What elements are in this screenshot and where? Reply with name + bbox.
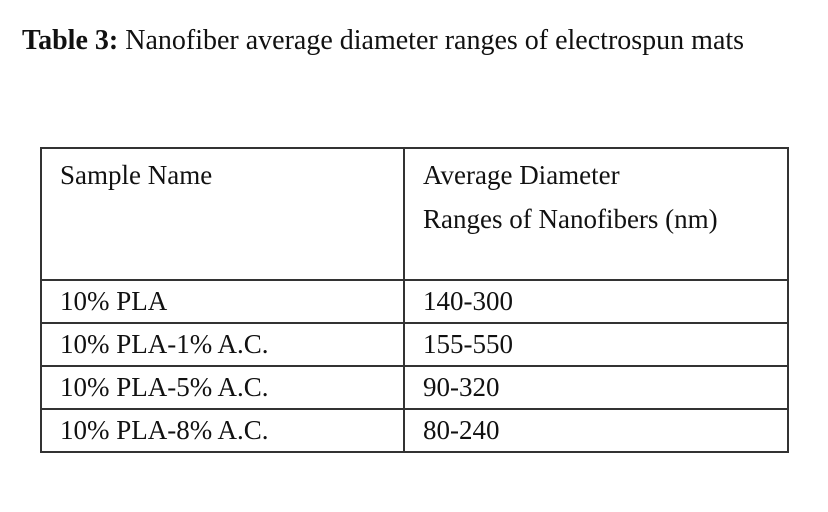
- header-line: Ranges of Nanofibers (nm): [423, 204, 718, 234]
- table-cell: 155-550: [403, 322, 789, 367]
- table-cell: 140-300: [403, 279, 789, 324]
- header-line: Sample Name: [60, 160, 213, 190]
- table-cell: 10% PLA: [40, 279, 405, 324]
- table-cell: 10% PLA-5% A.C.: [40, 365, 405, 410]
- table-row: 10% PLA-8% A.C. 80-240: [40, 408, 789, 453]
- header-cell: Average Diameter Ranges of Nanofibers (nm…: [403, 147, 789, 281]
- table-cell: 80-240: [403, 408, 789, 453]
- header-row: Sample Name Average Diameter Ranges of Nan…: [40, 147, 789, 281]
- table-cell: 10% PLA-1% A.C.: [40, 322, 405, 367]
- table-cell: 90-320: [403, 365, 789, 410]
- header-cell: Sample Name: [40, 147, 405, 281]
- table-cell: 10% PLA-8% A.C.: [40, 408, 405, 453]
- table-row: 10% PLA-1% A.C. 155-550: [40, 322, 789, 367]
- data-table: Sample Name Average Diameter Ranges of Nan…: [40, 147, 789, 453]
- table-row: 10% PLA 140-300: [40, 279, 789, 324]
- caption-label: Table 3:: [22, 25, 119, 56]
- table-row: 10% PLA-5% A.C. 90-320: [40, 365, 789, 410]
- table-caption: Table 3: Nanofiber average diameter rang…: [22, 18, 802, 64]
- caption-text: Nanofiber average diameter ranges of ele…: [125, 25, 745, 56]
- header-line: Average Diameter: [423, 160, 620, 190]
